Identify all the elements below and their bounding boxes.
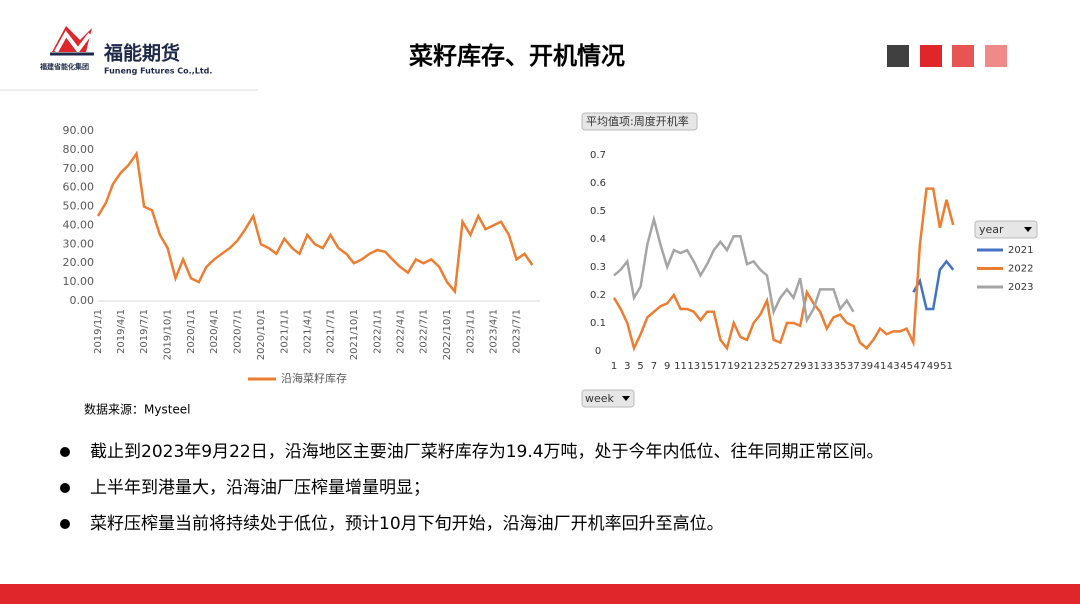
x-tick-label: 2019/4/1 <box>116 309 127 354</box>
x-tick-label: 45 <box>900 361 913 372</box>
series-line <box>612 187 955 352</box>
x-tick-label: 2022/10/1 <box>442 309 453 360</box>
x-tick-label: 2022/7/1 <box>419 309 430 354</box>
x-tick-label: 25 <box>767 361 780 372</box>
x-tick-label: 43 <box>887 361 900 372</box>
x-tick-label: 2020/10/1 <box>256 309 267 360</box>
y-tick-label: 40.00 <box>63 218 95 231</box>
x-tick-label: 13 <box>687 361 700 372</box>
dropdown-arrow <box>1024 227 1032 232</box>
deco-square <box>920 45 942 67</box>
series-line <box>912 259 955 311</box>
x-tick-label: 1 <box>611 361 617 372</box>
x-tick-label: 17 <box>714 361 727 372</box>
series-line <box>613 214 855 324</box>
x-tick-label: 35 <box>834 361 847 372</box>
x-tick-label: 2020/4/1 <box>209 309 220 354</box>
y-tick-label: 0.6 <box>590 178 606 189</box>
deco-square <box>985 45 1007 67</box>
x-tick-label: 2020/1/1 <box>186 309 197 354</box>
y-tick-label: 0.3 <box>590 262 606 273</box>
x-tick-label: 33 <box>820 361 833 372</box>
x-tick-label: 39 <box>860 361 873 372</box>
y-tick-label: 0.4 <box>590 234 606 245</box>
x-tick-label: 27 <box>781 361 794 372</box>
deco-square <box>952 45 974 67</box>
x-tick-label: 2021/7/1 <box>325 309 336 354</box>
company-name: 福能期货 <box>103 42 180 65</box>
x-tick-label: 2019/7/1 <box>139 309 150 354</box>
y-tick-label: 80.00 <box>63 143 95 156</box>
x-tick-label: 9 <box>664 361 670 372</box>
x-tick-label: 2019/10/1 <box>163 309 174 360</box>
x-tick-label: 23 <box>754 361 767 372</box>
y-tick-label: 70.00 <box>63 162 95 175</box>
y-tick-label: 0.00 <box>70 294 95 307</box>
x-tick-label: 19 <box>727 361 740 372</box>
y-tick-label: 10.00 <box>63 275 95 288</box>
x-tick-label: 31 <box>807 361 820 372</box>
x-tick-label: 2023/4/1 <box>488 309 499 354</box>
x-tick-label: 49 <box>927 361 940 372</box>
y-tick-label: 60.00 <box>63 181 95 194</box>
x-tick-label: 2021/1/1 <box>279 309 290 354</box>
y-tick-label: 0 <box>595 346 601 357</box>
x-tick-label: 2023/1/1 <box>465 309 476 354</box>
x-label: week <box>585 392 615 405</box>
legend-label: 2021 <box>1008 245 1033 256</box>
dropdown-arrow <box>622 396 630 401</box>
x-tick-label: 47 <box>914 361 927 372</box>
y-tick-label: 0.7 <box>590 150 606 161</box>
x-tick-label: 41 <box>874 361 887 372</box>
x-tick-label: 5 <box>637 361 643 372</box>
slide-title: 菜籽库存、开机情况 <box>408 42 625 70</box>
bullet: 菜籽压榨量当前将持续处于低位，预计10月下旬开始，沿海油厂开机率回升至高位。 <box>60 508 884 544</box>
logo-stroke <box>54 30 92 54</box>
x-tick-label: 2022/1/1 <box>372 309 383 354</box>
x-tick-label: 2021/10/1 <box>349 309 360 360</box>
y-tick-label: 0.5 <box>590 206 606 217</box>
data-source: 数据来源：Mysteel <box>84 402 191 417</box>
x-tick-label: 2021/4/1 <box>302 309 313 354</box>
field-button[interactable] <box>581 112 698 131</box>
x-tick-label: 2019/1/1 <box>93 309 104 354</box>
legend-label: 2023 <box>1008 282 1033 293</box>
group-name: 福建省能化集团 <box>39 62 89 71</box>
bullet: 截止到2023年9月22日，沿海地区主要油厂菜籽库存为19.4万吨，处于今年内低… <box>60 436 884 472</box>
x-tick-label: 2023/7/1 <box>512 309 523 354</box>
y-tick-label: 0.2 <box>590 290 606 301</box>
y-tick-label: 30.00 <box>63 237 95 250</box>
y-tick-label: 50.00 <box>63 200 95 213</box>
x-tick-label: 21 <box>741 361 754 372</box>
y-tick-label: 0.1 <box>590 318 606 329</box>
legend-title: year <box>979 223 1004 236</box>
legend-label: 沿海菜籽库存 <box>281 371 347 385</box>
bullet-list: 截止到2023年9月22日，沿海地区主要油厂菜籽库存为19.4万吨，处于今年内低… <box>60 436 884 544</box>
legend-filter[interactable] <box>974 220 1038 239</box>
x-tick-label: 2022/4/1 <box>395 309 406 354</box>
legend-label: 2022 <box>1008 264 1033 275</box>
x-tick-label: 3 <box>624 361 630 372</box>
y-tick-label: 20.00 <box>63 256 95 269</box>
x-tick-label: 11 <box>674 361 687 372</box>
axis-filter[interactable] <box>581 389 635 408</box>
deco-square <box>887 45 909 67</box>
x-tick-label: 37 <box>847 361 860 372</box>
footer-bar <box>0 584 1080 604</box>
company-en: Funeng Futures Co.,Ltd. <box>104 67 212 76</box>
x-tick-label: 51 <box>940 361 953 372</box>
x-tick-label: 2020/7/1 <box>232 309 243 354</box>
y-tick-label: 90.00 <box>63 124 95 137</box>
series-line <box>96 150 534 295</box>
bullet: 上半年到港量大，沿海油厂压榨量增量明显； <box>60 472 884 508</box>
x-tick-label: 7 <box>651 361 657 372</box>
y-label: 平均值项:周度开机率 <box>586 114 689 128</box>
x-tick-label: 29 <box>794 361 807 372</box>
x-tick-label: 15 <box>701 361 714 372</box>
